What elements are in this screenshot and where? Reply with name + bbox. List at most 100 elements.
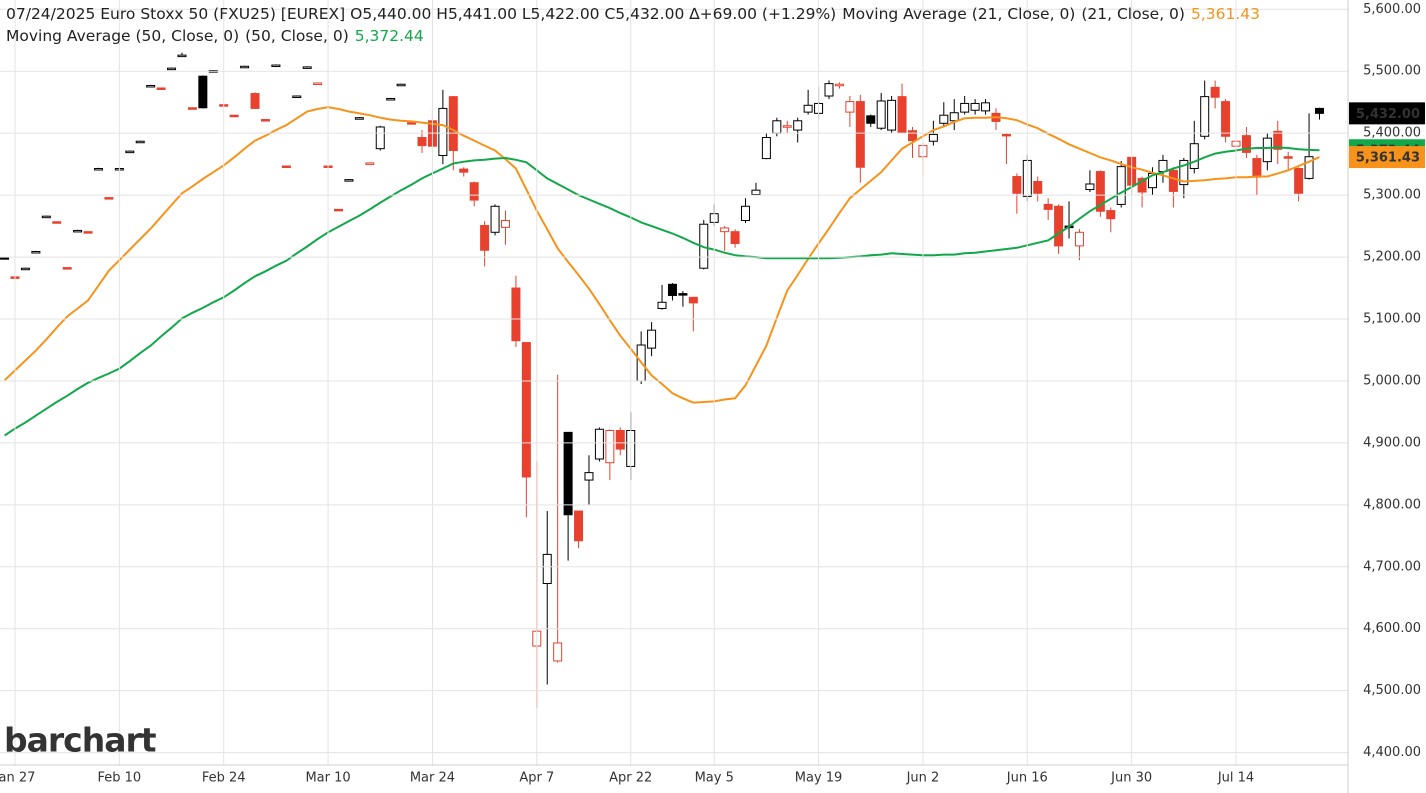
x-tick-label: May 19 bbox=[795, 771, 843, 786]
y-tick-label: 5,400.00 bbox=[1363, 126, 1421, 141]
candle-body bbox=[678, 293, 688, 296]
candle-body bbox=[104, 197, 114, 200]
legend-name: Moving Average (21, Close, 0) bbox=[842, 5, 1076, 23]
candle-body bbox=[407, 122, 417, 125]
candle-body bbox=[281, 165, 291, 169]
candle-body bbox=[1033, 180, 1043, 194]
candle-body bbox=[396, 83, 406, 87]
candle-body bbox=[135, 140, 145, 144]
x-tick-label: Apr 22 bbox=[609, 771, 652, 786]
candle-body bbox=[866, 115, 876, 124]
candle-body bbox=[354, 117, 364, 120]
candle-body bbox=[365, 162, 375, 165]
plot bbox=[0, 52, 1324, 709]
candle-body bbox=[521, 342, 531, 478]
y-tick-label: 5,200.00 bbox=[1363, 250, 1421, 265]
candle-body bbox=[793, 120, 803, 131]
candle-body bbox=[667, 283, 677, 296]
candle-body bbox=[845, 101, 855, 113]
candle-body bbox=[605, 430, 615, 464]
candle-body bbox=[52, 221, 62, 224]
candle-body bbox=[1304, 156, 1314, 179]
ma-price-label: 5,361.43 bbox=[1356, 151, 1420, 166]
candle-body bbox=[1074, 231, 1084, 247]
candle-body bbox=[1137, 177, 1147, 193]
candle-body bbox=[897, 96, 907, 134]
candle-body bbox=[417, 137, 427, 147]
candle-body bbox=[1012, 176, 1022, 194]
candle-body bbox=[1095, 171, 1105, 212]
y-tick-label: 5,000.00 bbox=[1363, 373, 1421, 388]
candle-body bbox=[167, 67, 177, 71]
candle-body bbox=[20, 267, 30, 271]
candle-body bbox=[1158, 159, 1168, 173]
y-tick-label: 4,500.00 bbox=[1363, 683, 1421, 698]
legend: 07/24/2025 Euro Stoxx 50 (FXU25) [EUREX]… bbox=[6, 3, 1266, 47]
candle-body bbox=[1273, 130, 1283, 150]
candle-body bbox=[647, 329, 657, 349]
x-tick-label: Jun 16 bbox=[1006, 771, 1048, 786]
candle-body bbox=[146, 84, 156, 88]
candle-body bbox=[907, 130, 917, 142]
candle-body bbox=[970, 102, 980, 111]
candle-body bbox=[772, 120, 782, 134]
candle-body bbox=[803, 104, 813, 113]
candle-body bbox=[292, 95, 302, 99]
candle-body bbox=[542, 553, 552, 585]
candle-body bbox=[93, 167, 103, 171]
candle-body bbox=[334, 208, 344, 212]
candle-body bbox=[1189, 143, 1199, 169]
candle-body bbox=[553, 642, 563, 662]
candle-body bbox=[302, 66, 312, 69]
x-tick-label: Feb 10 bbox=[98, 771, 142, 786]
candle-body bbox=[511, 287, 521, 342]
candle-body bbox=[574, 510, 584, 542]
y-tick-label: 4,400.00 bbox=[1363, 745, 1421, 760]
candle-body bbox=[344, 179, 354, 182]
candle-body bbox=[688, 296, 698, 304]
y-tick-label: 4,600.00 bbox=[1363, 621, 1421, 636]
candle-body bbox=[1314, 107, 1324, 114]
candle-body bbox=[187, 107, 197, 110]
candle-body bbox=[1085, 183, 1095, 191]
candle-body bbox=[1043, 203, 1053, 210]
candle-body bbox=[1001, 133, 1011, 137]
candle-body bbox=[1106, 210, 1116, 220]
ma-price-box bbox=[1349, 146, 1425, 169]
x-tick-label: Jun 30 bbox=[1110, 771, 1152, 786]
candle-body bbox=[730, 231, 740, 244]
candle-body bbox=[761, 137, 771, 160]
candle-body bbox=[229, 114, 239, 118]
candle-body bbox=[240, 65, 250, 69]
candle-body bbox=[834, 83, 844, 87]
legend-value: 5,372.44 bbox=[354, 27, 424, 45]
candle-body bbox=[73, 229, 83, 233]
y-tick-label: 5,600.00 bbox=[1363, 2, 1421, 17]
x-tick-label: Mar 24 bbox=[410, 771, 455, 786]
candle-body bbox=[500, 220, 510, 228]
candle-body bbox=[855, 101, 865, 168]
legend-row: 07/24/2025 Euro Stoxx 50 (FXU25) [EUREX]… bbox=[6, 3, 1266, 25]
candle-body bbox=[177, 54, 187, 58]
candle-body bbox=[375, 126, 385, 150]
x-tick-label: Jul 14 bbox=[1217, 771, 1254, 786]
x-tick-label: Mar 10 bbox=[305, 771, 350, 786]
candle-body bbox=[448, 96, 458, 152]
candle-body bbox=[260, 119, 270, 122]
candle-body bbox=[928, 133, 938, 142]
y-tick-label: 4,900.00 bbox=[1363, 435, 1421, 450]
legend-value: 5,361.43 bbox=[1190, 5, 1261, 23]
watermark: barchart bbox=[4, 721, 157, 760]
candle-body bbox=[1054, 205, 1064, 247]
y-tick-label: 5,100.00 bbox=[1363, 312, 1421, 327]
candle-body bbox=[949, 112, 959, 122]
candle-body bbox=[615, 430, 625, 450]
candle-body bbox=[981, 102, 991, 112]
candle-body bbox=[594, 428, 604, 460]
candle-body bbox=[1221, 101, 1231, 137]
legend-params: (50, Close, 0) bbox=[245, 27, 349, 45]
x-tick-label: Jan 27 bbox=[0, 771, 35, 786]
candle-body bbox=[459, 168, 469, 173]
close-price-box bbox=[1349, 102, 1425, 125]
candle-body bbox=[1241, 135, 1251, 153]
